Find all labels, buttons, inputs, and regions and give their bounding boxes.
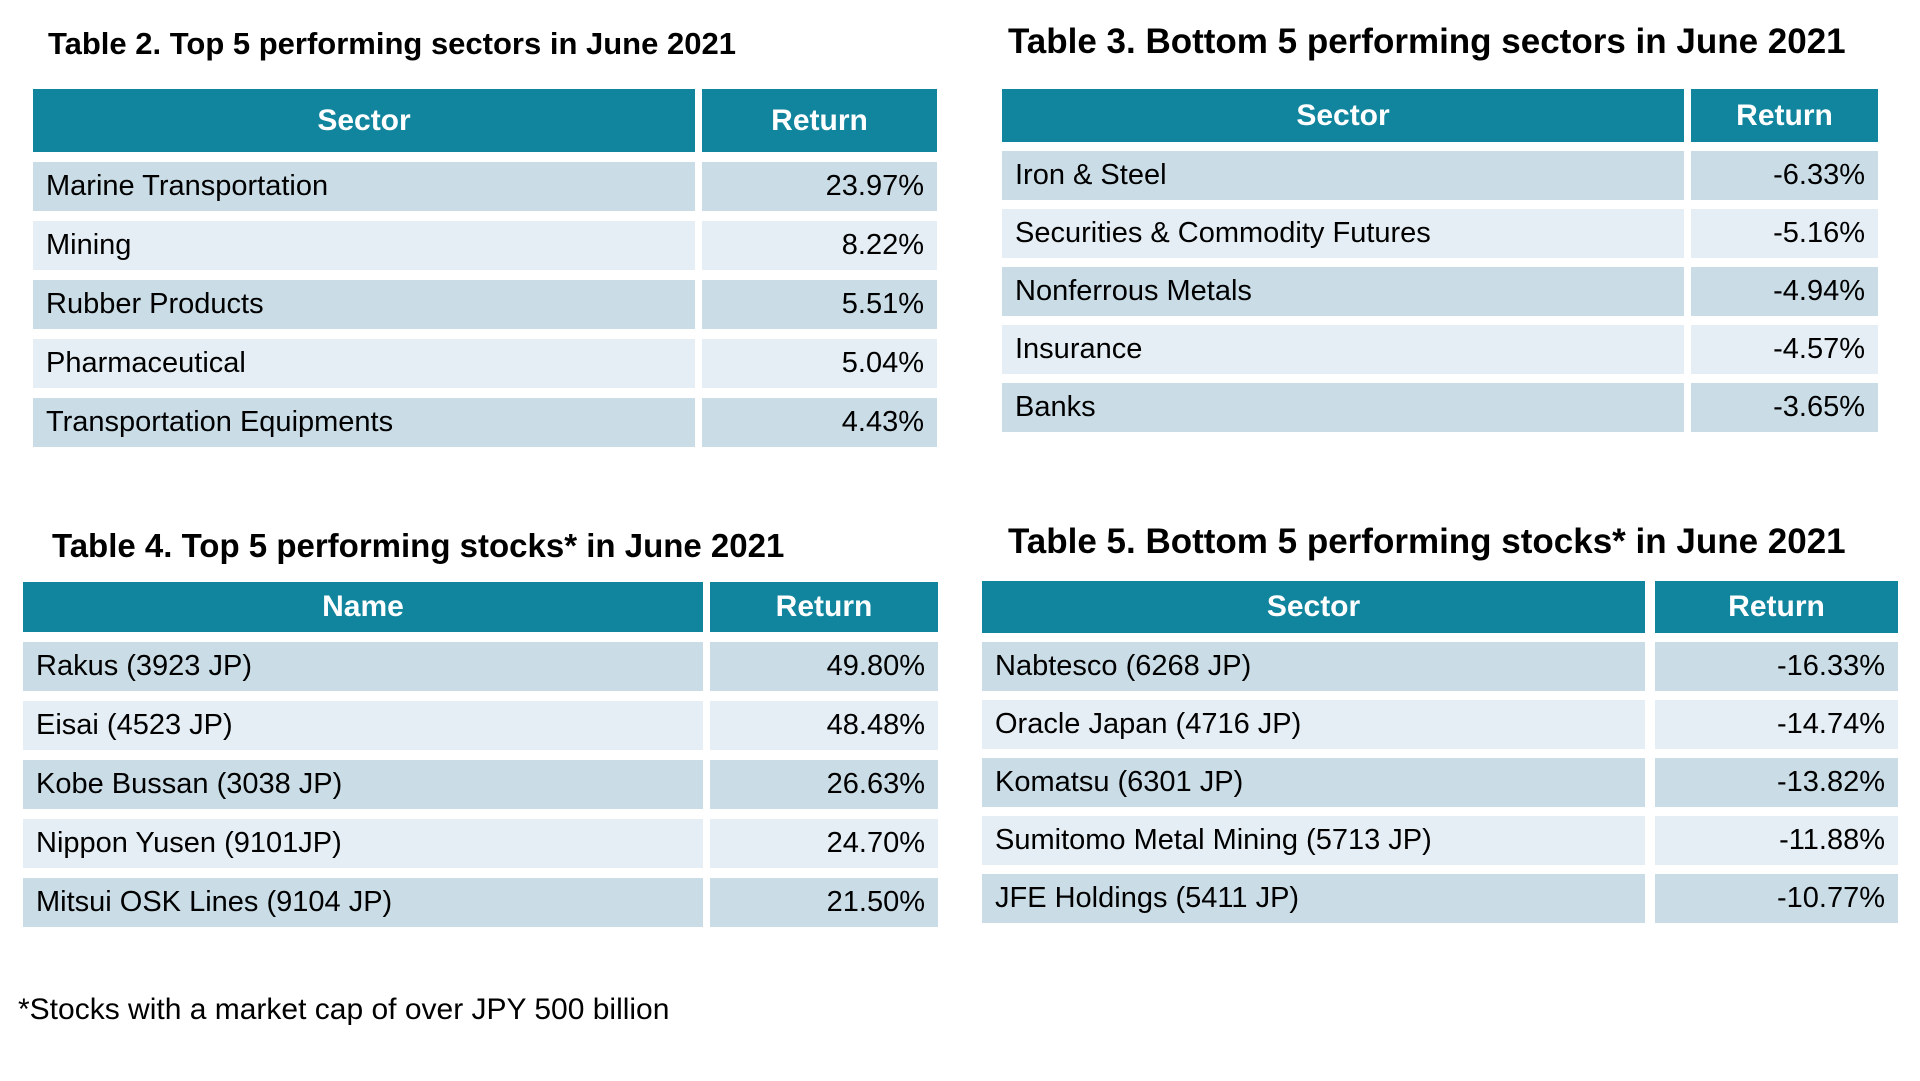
t2-row5-sector: Transportation Equipments bbox=[33, 398, 695, 447]
t4-row3-return: 26.63% bbox=[710, 760, 938, 809]
t5-row4-return: -11.88% bbox=[1655, 816, 1898, 865]
table-5: Sector Return Nabtesco (6268 JP) -16.33%… bbox=[982, 581, 1898, 923]
table-2-title: Table 2. Top 5 performing sectors in Jun… bbox=[48, 26, 736, 61]
t2-row1-return: 23.97% bbox=[702, 162, 937, 211]
table-2: Sector Return Marine Transportation 23.9… bbox=[33, 89, 937, 447]
table-5-header-return: Return bbox=[1655, 581, 1898, 633]
t5-row4-name: Sumitomo Metal Mining (5713 JP) bbox=[982, 816, 1645, 865]
t5-row3-name: Komatsu (6301 JP) bbox=[982, 758, 1645, 807]
table-4: Name Return Rakus (3923 JP) 49.80% Eisai… bbox=[23, 582, 938, 927]
t4-row5-return: 21.50% bbox=[710, 878, 938, 927]
t5-row5-return: -10.77% bbox=[1655, 874, 1898, 923]
t5-row2-return: -14.74% bbox=[1655, 700, 1898, 749]
table-3-title: Table 3. Bottom 5 performing sectors in … bbox=[1008, 22, 1846, 61]
t3-row4-sector: Insurance bbox=[1002, 325, 1684, 374]
t2-row4-return: 5.04% bbox=[702, 339, 937, 388]
t4-row2-return: 48.48% bbox=[710, 701, 938, 750]
t3-row3-sector: Nonferrous Metals bbox=[1002, 267, 1684, 316]
t4-row3-name: Kobe Bussan (3038 JP) bbox=[23, 760, 703, 809]
t3-row1-sector: Iron & Steel bbox=[1002, 151, 1684, 200]
t3-row5-return: -3.65% bbox=[1691, 383, 1878, 432]
t2-row2-return: 8.22% bbox=[702, 221, 937, 270]
t4-row2-name: Eisai (4523 JP) bbox=[23, 701, 703, 750]
table-4-header-return: Return bbox=[710, 582, 938, 632]
t2-row2-sector: Mining bbox=[33, 221, 695, 270]
t5-row1-name: Nabtesco (6268 JP) bbox=[982, 642, 1645, 691]
t4-row4-name: Nippon Yusen (9101JP) bbox=[23, 819, 703, 868]
table-4-header-name: Name bbox=[23, 582, 703, 632]
t5-row5-name: JFE Holdings (5411 JP) bbox=[982, 874, 1645, 923]
t2-row5-return: 4.43% bbox=[702, 398, 937, 447]
t4-row5-name: Mitsui OSK Lines (9104 JP) bbox=[23, 878, 703, 927]
t3-row2-return: -5.16% bbox=[1691, 209, 1878, 258]
t2-row3-sector: Rubber Products bbox=[33, 280, 695, 329]
t3-row1-return: -6.33% bbox=[1691, 151, 1878, 200]
t2-row4-sector: Pharmaceutical bbox=[33, 339, 695, 388]
table-3-header-sector: Sector bbox=[1002, 89, 1684, 142]
table-3: Sector Return Iron & Steel -6.33% Securi… bbox=[1002, 89, 1878, 432]
table-5-title: Table 5. Bottom 5 performing stocks* in … bbox=[1008, 522, 1846, 561]
t2-row3-return: 5.51% bbox=[702, 280, 937, 329]
table-2-header-return: Return bbox=[702, 89, 937, 152]
table-4-title: Table 4. Top 5 performing stocks* in Jun… bbox=[52, 527, 785, 564]
t4-row1-return: 49.80% bbox=[710, 642, 938, 691]
market-cap-footnote: *Stocks with a market cap of over JPY 50… bbox=[18, 993, 670, 1026]
table-3-header-return: Return bbox=[1691, 89, 1878, 142]
t3-row5-sector: Banks bbox=[1002, 383, 1684, 432]
t2-row1-sector: Marine Transportation bbox=[33, 162, 695, 211]
t4-row1-name: Rakus (3923 JP) bbox=[23, 642, 703, 691]
t3-row2-sector: Securities & Commodity Futures bbox=[1002, 209, 1684, 258]
t4-row4-return: 24.70% bbox=[710, 819, 938, 868]
t5-row3-return: -13.82% bbox=[1655, 758, 1898, 807]
t3-row4-return: -4.57% bbox=[1691, 325, 1878, 374]
table-5-header-sector: Sector bbox=[982, 581, 1645, 633]
t5-row1-return: -16.33% bbox=[1655, 642, 1898, 691]
t3-row3-return: -4.94% bbox=[1691, 267, 1878, 316]
table-2-header-sector: Sector bbox=[33, 89, 695, 152]
t5-row2-name: Oracle Japan (4716 JP) bbox=[982, 700, 1645, 749]
